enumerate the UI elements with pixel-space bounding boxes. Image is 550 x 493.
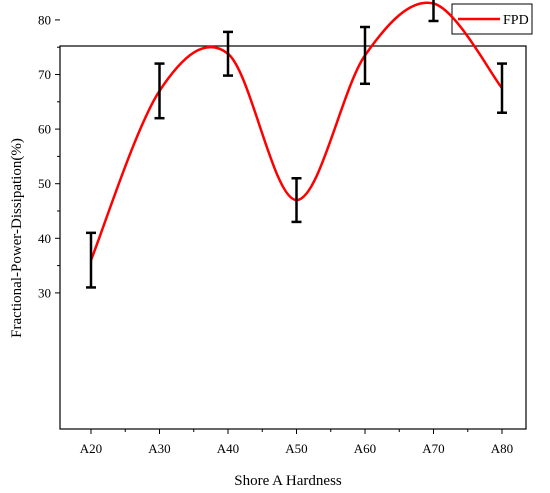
x-axis-title: Shore A Hardness [234, 473, 342, 489]
y-tick-label: 80 [38, 12, 51, 27]
y-tick-label: 30 [38, 285, 51, 300]
series-line-fpd [89, 1, 503, 261]
error-bar [291, 176, 302, 224]
series-layer [89, 1, 503, 261]
error-bars [86, 0, 507, 289]
error-bar [428, 0, 439, 23]
error-bar [360, 25, 370, 86]
x-tick-label: A50 [285, 441, 307, 456]
error-bar [154, 62, 165, 120]
x-tick-label: A70 [422, 441, 444, 456]
x-tick-label: A30 [148, 441, 170, 456]
x-tick-label: A40 [217, 441, 239, 456]
legend-label-fpd: FPD [503, 13, 529, 28]
y-axis-title: Fractional-Power-Dissipation(%) [9, 138, 25, 338]
plot-frame [59, 45, 527, 430]
error-bar [223, 30, 233, 77]
y-axis: 30405060708090 [38, 12, 60, 300]
x-tick-label: A60 [354, 441, 376, 456]
error-bar [497, 62, 507, 114]
y-tick-label: 50 [38, 176, 51, 191]
error-bar [86, 231, 96, 289]
y-tick-label: 40 [38, 231, 51, 246]
y-tick-label: 60 [38, 122, 51, 137]
x-tick-label: A20 [80, 441, 102, 456]
x-axis: A20 A30 A40 A50 A60 A70 A80 [80, 429, 513, 456]
y-tick-label: 70 [38, 67, 51, 82]
legend: FPD [451, 3, 533, 35]
x-tick-label: A80 [491, 441, 513, 456]
